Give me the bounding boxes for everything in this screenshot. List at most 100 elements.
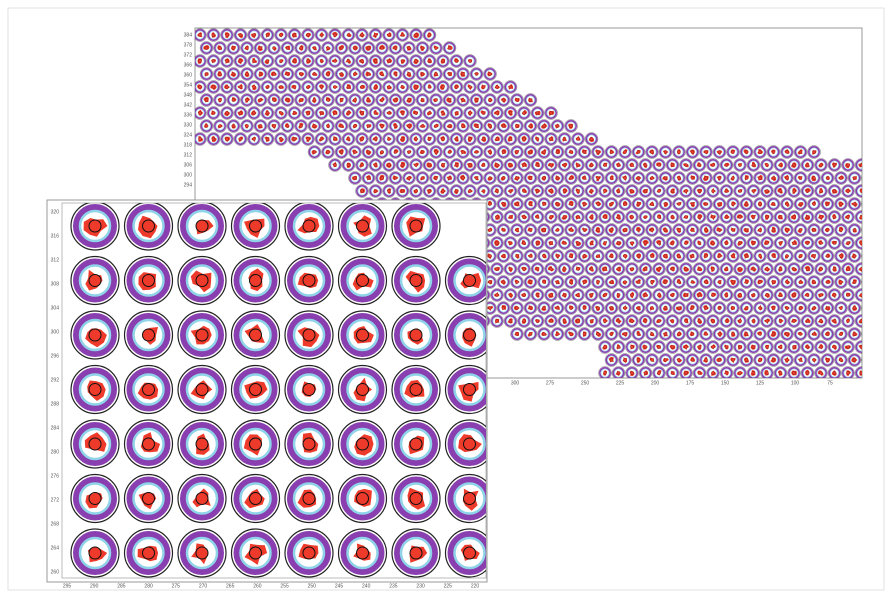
spot-core: [555, 254, 560, 258]
spot-ring: [349, 146, 361, 158]
spot-ring: [754, 250, 766, 262]
spot-ring: [200, 42, 213, 54]
spot-outer: [368, 184, 383, 198]
spot-blob: [548, 110, 555, 116]
spot-ring-inner: [391, 69, 400, 79]
spot-outer: [685, 327, 700, 341]
spot-ring: [646, 302, 658, 314]
spot-outer: [537, 275, 551, 289]
spot-ring-inner: [533, 264, 542, 274]
spot-ring: [287, 258, 331, 303]
spot-blob: [433, 148, 439, 156]
spot-outer: [820, 353, 835, 367]
spot-ring: [734, 159, 746, 171]
spot-ring-inner: [843, 342, 853, 352]
spot-ring-inner: [398, 160, 407, 170]
spot-ring-inner: [668, 316, 677, 326]
spot-outer: [280, 93, 295, 107]
spot-outer: [544, 132, 558, 146]
spot-blob: [547, 162, 555, 168]
spot-blob: [541, 201, 547, 207]
spot-ring-inner: [614, 186, 623, 196]
spot-ring-inner: [431, 121, 441, 131]
spot-ring-inner: [506, 264, 515, 274]
spot-ring-inner: [843, 316, 853, 326]
spot-ring: [605, 250, 618, 262]
spot-core: [427, 33, 432, 37]
spot-core: [528, 254, 533, 258]
spot-outer: [618, 275, 632, 289]
spot-core: [488, 254, 492, 258]
spot-ring: [855, 289, 862, 301]
spot-ring-inner: [560, 160, 569, 170]
spot-ring: [443, 172, 456, 184]
spot-ring-inner: [668, 342, 677, 352]
spot-outer: [395, 28, 410, 42]
spot-outer: [388, 93, 403, 107]
spot-core: [414, 59, 418, 63]
spot-ring-inner: [850, 355, 859, 365]
spot-ring: [734, 367, 746, 378]
spot-ring-inner: [398, 186, 407, 196]
spot-outer: [409, 158, 423, 172]
spot-ring: [416, 68, 429, 80]
spot-ring: [389, 42, 402, 54]
spot-blob: [514, 331, 520, 337]
spot-core: [387, 137, 391, 141]
spot-core: [792, 189, 796, 193]
spot-core: [657, 345, 661, 349]
spot-outer: [177, 419, 227, 469]
spot-ring: [470, 94, 483, 106]
spot-ring-inner: [728, 199, 738, 209]
spot-ring-inner: [364, 43, 373, 53]
spot-blob: [737, 292, 743, 298]
spot-blob: [568, 200, 574, 207]
spot-core: [650, 150, 654, 154]
spot-outer: [760, 314, 774, 328]
spot-ring-inner: [620, 277, 630, 287]
spot-ring-inner: [809, 225, 819, 235]
spot-ring: [646, 198, 658, 210]
spot-outer: [631, 327, 646, 341]
spot-outer: [422, 80, 437, 94]
spot-ring-inner: [708, 264, 718, 274]
spot-blob: [190, 380, 213, 400]
spot-ring-inner: [728, 147, 738, 157]
spot-outer: [726, 353, 740, 367]
spot-outer: [787, 340, 801, 354]
spot-ring: [126, 422, 171, 466]
spot-blob: [392, 123, 398, 129]
spot-core: [562, 293, 567, 297]
spot-ring: [233, 367, 278, 412]
spot-core: [684, 293, 688, 297]
spot-core: [846, 319, 850, 323]
spot-core: [366, 150, 371, 154]
spot-blob: [798, 279, 804, 284]
spot-ring: [680, 237, 692, 249]
spot-ring-inner: [418, 121, 427, 131]
spot-core: [302, 328, 316, 342]
spot-outer: [773, 366, 788, 378]
spot-core: [684, 319, 688, 323]
spot-ring-inner: [695, 290, 704, 300]
spot-outer: [692, 184, 707, 198]
spot-core: [778, 319, 783, 323]
spot-ring: [828, 159, 841, 171]
spot-ring-inner: [782, 173, 792, 183]
spot-ring: [403, 68, 415, 80]
spot-blob: [528, 123, 534, 129]
spot-ring: [362, 94, 375, 106]
spot-outer: [429, 67, 443, 81]
spot-blob: [778, 240, 783, 246]
spot-core: [272, 72, 276, 76]
spot-core: [819, 267, 823, 271]
spot-ring: [612, 263, 625, 275]
spot-ring: [585, 211, 598, 223]
spot-outer: [206, 132, 221, 146]
spot-core: [414, 137, 418, 141]
spot-blob: [359, 110, 365, 116]
spot-outer: [123, 310, 174, 360]
spot-ring: [450, 133, 463, 145]
back-y-tick-label: 318: [184, 142, 193, 148]
spot-ring-inner: [418, 95, 427, 105]
